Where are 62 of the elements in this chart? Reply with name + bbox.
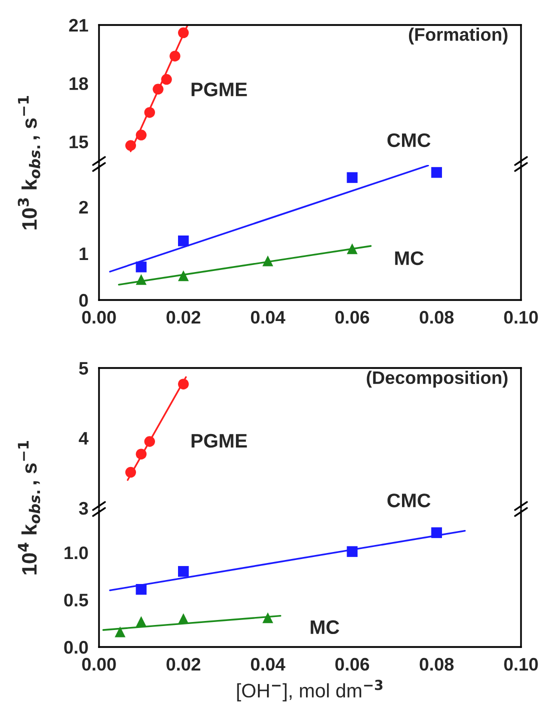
- annotation: (Decomposition): [366, 370, 508, 388]
- annotation: (Formation): [408, 28, 508, 44]
- x-tick-label: 0.02: [166, 310, 200, 324]
- x-axis-title: [OH$^{−}$], mol dm$^{−3}$: [237, 680, 382, 702]
- y-tick-label: 15: [70, 136, 88, 148]
- point: [178, 270, 189, 282]
- point: [170, 50, 180, 62]
- point: [161, 74, 172, 85]
- series-label: PGME: [192, 434, 247, 448]
- y-tick-label: 2: [79, 200, 88, 214]
- x-tick-label: 0.00: [82, 310, 116, 324]
- point: [114, 626, 126, 638]
- series-label: CMC: [387, 133, 430, 148]
- point: [346, 546, 358, 557]
- y-axis-title: 10$^{4}$ k$_{obs.}$, s$^{−1}$: [18, 440, 40, 574]
- x-tick-label: 0.10: [504, 310, 538, 324]
- x-tick-label: 0.08: [420, 658, 454, 671]
- point: [136, 274, 147, 285]
- point: [152, 84, 164, 95]
- y-tick-label: 4: [78, 432, 88, 445]
- point: [178, 566, 189, 577]
- point: [262, 256, 274, 266]
- point: [125, 140, 136, 151]
- point: [144, 436, 156, 447]
- y-tick-label: 18: [70, 77, 88, 90]
- x-tick-label: 0.04: [250, 310, 286, 324]
- point: [125, 466, 136, 478]
- y-tick-label: 0: [79, 294, 88, 307]
- point: [178, 613, 189, 624]
- point: [136, 448, 147, 460]
- y-tick-label: 0.5: [64, 594, 88, 606]
- series-label: MC: [395, 251, 424, 266]
- point: [178, 27, 189, 38]
- y-axis-title: 10$^{3}$ k$_{obs.}$, s$^{−1}$: [18, 96, 40, 230]
- point: [262, 612, 274, 624]
- y-tick-label: 1: [80, 248, 88, 260]
- point: [136, 262, 147, 272]
- series-label: PGME: [192, 82, 247, 96]
- point: [136, 584, 147, 595]
- point: [346, 243, 358, 254]
- x-tick-label: 0.06: [335, 310, 370, 324]
- point: [431, 167, 442, 178]
- point: [346, 172, 358, 183]
- x-tick-label: 0.02: [166, 658, 200, 671]
- point: [136, 616, 147, 627]
- series-label: CMC: [387, 494, 430, 508]
- x-tick-label: 0.00: [82, 658, 116, 671]
- y-tick-label: 21: [69, 18, 88, 32]
- x-tick-label: 0.04: [250, 658, 286, 671]
- x-tick-label: 0.06: [335, 658, 370, 671]
- x-tick-label: 0.08: [420, 310, 454, 324]
- x-tick-label: 0.10: [504, 658, 538, 671]
- point: [144, 107, 156, 118]
- y-tick-label: 0.0: [64, 640, 88, 654]
- y-tick-label: 1.0: [64, 546, 88, 560]
- point: [178, 236, 189, 246]
- y-tick-label: 3: [78, 502, 88, 515]
- point: [178, 378, 189, 390]
- y-tick-label: 5: [79, 362, 88, 375]
- series-label: MC: [310, 620, 340, 634]
- point: [431, 527, 442, 538]
- point: [136, 130, 147, 140]
